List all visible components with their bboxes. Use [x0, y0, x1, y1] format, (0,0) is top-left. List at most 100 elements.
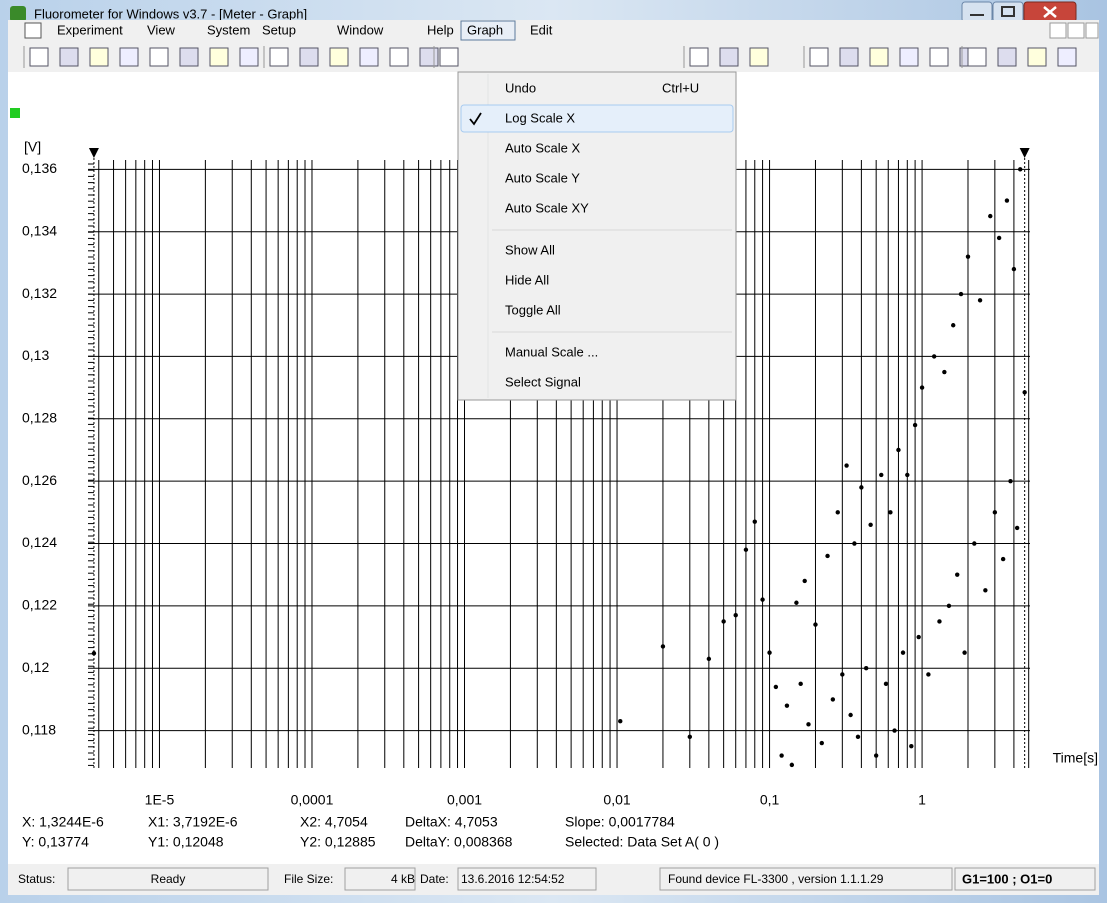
- toolbar-button[interactable]: [749, 47, 769, 67]
- data-point: [789, 762, 795, 768]
- data-point: [868, 522, 873, 527]
- toolbar-button[interactable]: [839, 47, 859, 67]
- data-point: [733, 613, 738, 618]
- data-point: [909, 743, 914, 749]
- y-tick-label: 0,132: [22, 285, 57, 301]
- readout: DeltaY: 0,008368: [405, 834, 513, 850]
- data-point: [900, 650, 906, 655]
- data-point: [798, 681, 803, 687]
- data-point: [852, 541, 857, 546]
- menu-item[interactable]: Edit: [530, 22, 553, 37]
- close-glyph: [1043, 6, 1057, 18]
- toolbar-button[interactable]: [89, 47, 109, 67]
- toolbar-button[interactable]: [419, 47, 439, 67]
- data-point: [992, 510, 998, 515]
- readout: X2: 4,7054: [300, 814, 368, 830]
- toolbar-button[interactable]: [239, 47, 259, 67]
- toolbar-button[interactable]: [1057, 47, 1077, 67]
- toolbar-button[interactable]: [929, 47, 949, 67]
- menu-item[interactable]: View: [147, 22, 176, 37]
- toolbar-button[interactable]: [299, 47, 319, 67]
- data-point: [1000, 556, 1006, 562]
- status-text: Ready: [151, 872, 186, 886]
- data-point: [743, 547, 749, 552]
- data-point: [706, 656, 712, 662]
- data-point: [996, 235, 1002, 241]
- data-point: [931, 354, 937, 359]
- data-point: [988, 213, 993, 219]
- toolbar-button[interactable]: [359, 47, 379, 67]
- toolbar-button[interactable]: [329, 47, 349, 67]
- minimize-button[interactable]: [961, 1, 993, 23]
- menu-item[interactable]: System: [207, 22, 250, 37]
- y-tick-label: 0,124: [22, 534, 57, 550]
- dropdown-item[interactable]: Manual Scale ...: [505, 344, 598, 359]
- menu-item[interactable]: Graph: [467, 22, 503, 37]
- dropdown-item[interactable]: Show All: [505, 242, 555, 257]
- y-tick-label: 0,126: [22, 472, 57, 488]
- shortcut: Ctrl+U: [662, 80, 699, 95]
- size-field: [344, 867, 416, 891]
- dropdown-item[interactable]: Select Signal: [505, 374, 581, 389]
- toolbar-button[interactable]: [209, 47, 229, 67]
- dropdown-item[interactable]: Auto Scale XY: [505, 200, 589, 215]
- menu-item[interactable]: Help: [427, 22, 454, 37]
- dropdown-item[interactable]: Auto Scale X: [505, 140, 580, 155]
- toolbar-button[interactable]: [269, 47, 289, 67]
- toolbar-button[interactable]: [179, 47, 199, 67]
- x-axis-label: Time[s]: [1053, 750, 1098, 766]
- toolbar-button[interactable]: [869, 47, 889, 67]
- device-field: [659, 867, 953, 891]
- data-point: [946, 603, 952, 609]
- menu-open-box: [460, 20, 516, 41]
- menu-item[interactable]: Window: [337, 22, 384, 37]
- toolbar-button[interactable]: [809, 47, 829, 67]
- data-point: [916, 634, 921, 640]
- window-title: Fluorometer for Windows v3.7 - [Meter - …: [34, 6, 307, 21]
- status-label: Status:: [18, 872, 55, 886]
- y-tick-label: 0,128: [22, 409, 57, 425]
- readout: Y: 0,13774: [22, 834, 89, 850]
- data-point: [905, 472, 910, 478]
- menu-item[interactable]: Setup: [262, 22, 296, 37]
- mdi-close[interactable]: [1085, 22, 1099, 39]
- data-point: [767, 650, 772, 655]
- dropdown-item[interactable]: Auto Scale Y: [505, 170, 580, 185]
- toolbar-button[interactable]: [719, 47, 739, 67]
- x-tick-label: 1: [918, 792, 926, 808]
- maximize-button[interactable]: [992, 1, 1024, 23]
- data-point: [863, 666, 869, 671]
- data-point: [919, 385, 925, 390]
- mdi-minimize[interactable]: [1049, 22, 1067, 39]
- x-tick-label: 0,001: [447, 792, 482, 808]
- data-point: [687, 734, 693, 740]
- toolbar-button[interactable]: [389, 47, 409, 67]
- dropdown-item[interactable]: Hide All: [505, 272, 549, 287]
- readout: Slope: 0,0017784: [565, 814, 675, 830]
- data-point: [892, 728, 897, 733]
- dropdown-item[interactable]: Toggle All: [505, 302, 561, 317]
- data-point: [942, 369, 947, 375]
- toolbar-button[interactable]: [439, 47, 459, 67]
- toolbar-button[interactable]: [59, 47, 79, 67]
- toolbar-button[interactable]: [997, 47, 1017, 67]
- size-text: 4 kB: [391, 872, 415, 886]
- data-point: [806, 722, 811, 727]
- toolbar-button[interactable]: [967, 47, 987, 67]
- dropdown-item[interactable]: Undo: [505, 80, 536, 95]
- toolbar-button[interactable]: [899, 47, 919, 67]
- menu-item[interactable]: Experiment: [57, 22, 123, 37]
- data-point: [844, 463, 849, 468]
- toolbar-button[interactable]: [119, 47, 139, 67]
- mdi-restore[interactable]: [1067, 22, 1085, 39]
- data-point: [1022, 390, 1027, 395]
- toolbar-button[interactable]: [149, 47, 169, 67]
- y-tick-label: 0,122: [22, 597, 57, 613]
- toolbar-button[interactable]: [29, 47, 49, 67]
- menu-bar: [8, 20, 1099, 42]
- toolbar-button[interactable]: [689, 47, 709, 67]
- dropdown-item[interactable]: Log Scale X: [505, 110, 575, 125]
- toolbar-button[interactable]: [1027, 47, 1047, 67]
